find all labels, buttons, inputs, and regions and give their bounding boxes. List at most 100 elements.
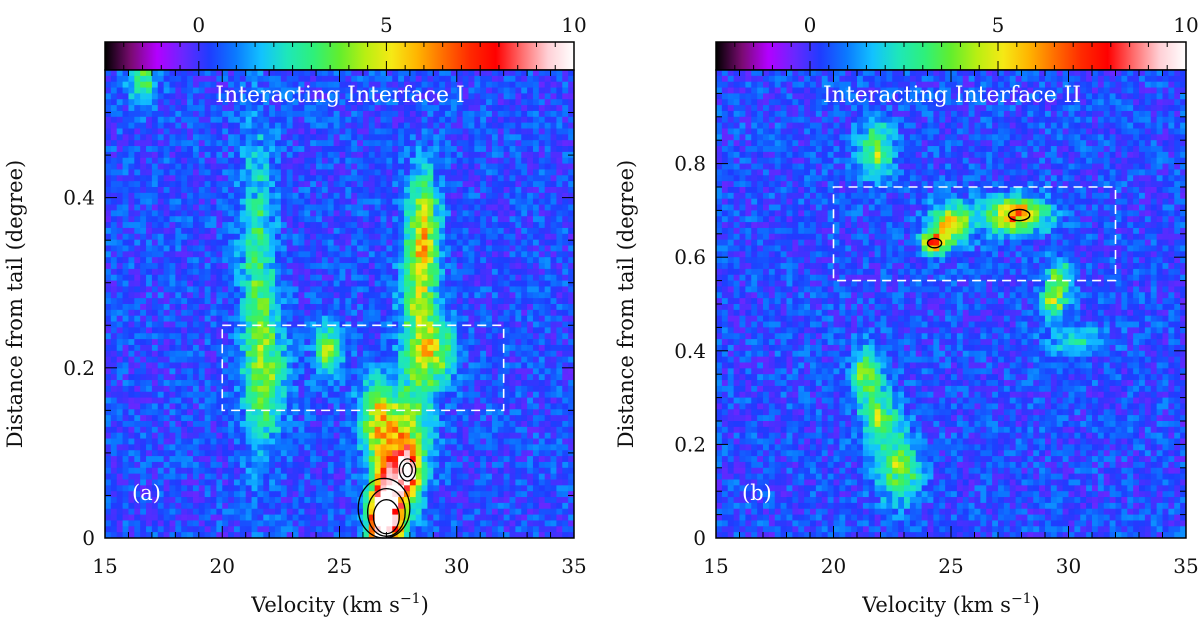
heatmap-cell: [544, 75, 552, 83]
heatmap-cell: [105, 292, 112, 299]
heatmap-cell: [198, 163, 206, 171]
heatmap-cell: [251, 116, 259, 124]
heatmap-cell: [105, 356, 112, 364]
heatmap-cell: [474, 385, 481, 393]
heatmap-cell: [222, 403, 229, 410]
heatmap-cell: [169, 333, 176, 340]
heatmap-cell: [269, 251, 276, 258]
heatmap-cell: [222, 216, 229, 223]
heatmap-cell: [339, 292, 346, 299]
heatmap-cell: [304, 146, 311, 153]
heatmap-cell: [433, 216, 440, 223]
heatmap-cell: [468, 192, 475, 200]
heatmap-cell: [409, 146, 417, 153]
heatmap-cell: [398, 81, 405, 89]
heatmap-cell: [233, 327, 241, 334]
heatmap-cell: [521, 286, 528, 293]
heatmap-cell: [544, 280, 552, 288]
heatmap-cell: [157, 93, 165, 100]
heatmap-cell: [228, 204, 235, 211]
heatmap-cell: [304, 216, 311, 223]
heatmap-cell: [433, 339, 440, 346]
heatmap-cell: [333, 315, 341, 323]
heatmap-cell: [415, 204, 423, 211]
heatmap-cell: [251, 397, 259, 405]
heatmap-cell: [146, 163, 153, 171]
heatmap-cell: [380, 409, 387, 416]
heatmap-cell: [333, 105, 341, 112]
heatmap-cell: [327, 210, 335, 217]
heatmap-cell: [497, 333, 505, 340]
heatmap-cell: [157, 157, 165, 165]
heatmap-cell: [198, 70, 206, 77]
heatmap-cell: [515, 227, 522, 235]
heatmap-cell: [544, 210, 552, 217]
heatmap-cell: [233, 163, 241, 171]
heatmap-cell: [357, 403, 364, 410]
heatmap-cell: [134, 181, 141, 188]
heatmap-cell: [515, 280, 522, 288]
heatmap-cell: [216, 198, 223, 206]
heatmap-cell: [368, 146, 376, 153]
heatmap-cell: [415, 286, 423, 293]
heatmap-cell: [263, 146, 270, 153]
heatmap-cell: [527, 222, 534, 229]
heatmap-cell: [175, 93, 182, 100]
heatmap-cell: [216, 87, 223, 94]
heatmap-cell: [497, 140, 505, 147]
heatmap-cell: [386, 99, 393, 106]
heatmap-cell: [105, 426, 112, 434]
heatmap-cell: [486, 192, 493, 200]
heatmap-cell: [386, 175, 393, 182]
heatmap-cell: [515, 374, 522, 381]
heatmap-cell: [327, 239, 335, 247]
heatmap-cell: [421, 263, 429, 270]
heatmap-cell: [527, 385, 534, 393]
heatmap-cell: [544, 163, 552, 171]
heatmap-cell: [515, 140, 522, 147]
heatmap-cell: [445, 356, 452, 364]
heatmap-cell: [163, 227, 171, 235]
heatmap-cell: [527, 327, 534, 334]
heatmap-cell: [275, 397, 282, 405]
heatmap-cell: [433, 140, 440, 147]
heatmap-cell: [210, 362, 217, 369]
heatmap-cell: [386, 245, 393, 252]
heatmap-cell: [210, 333, 217, 340]
heatmap-cell: [316, 304, 323, 311]
heatmap-cell: [456, 122, 464, 130]
heatmap-cell: [439, 181, 446, 188]
heatmap-cell: [128, 75, 135, 83]
heatmap-cell: [503, 280, 511, 288]
heatmap-cell: [327, 344, 335, 352]
heatmap-cell: [116, 134, 124, 141]
heatmap-cell: [269, 339, 276, 346]
heatmap-cell: [163, 385, 171, 393]
heatmap-cell: [251, 157, 259, 165]
heatmap-cell: [421, 286, 429, 293]
heatmap-cell: [198, 169, 206, 176]
heatmap-cell: [374, 116, 382, 124]
heatmap-cell: [204, 409, 212, 416]
heatmap-cell: [105, 210, 112, 217]
heatmap-cell: [116, 192, 124, 200]
heatmap-cell: [392, 309, 399, 317]
heatmap-cell: [210, 298, 217, 305]
heatmap-cell: [122, 75, 130, 83]
heatmap-cell: [181, 403, 188, 410]
heatmap-cell: [491, 233, 499, 241]
heatmap-cell: [275, 239, 282, 247]
heatmap-cell: [128, 245, 135, 252]
heatmap-cell: [538, 321, 546, 328]
heatmap-cell: [257, 198, 264, 206]
heatmap-cell: [292, 391, 300, 399]
heatmap-cell: [210, 274, 217, 282]
heatmap-cell: [403, 93, 411, 100]
heatmap-cell: [550, 110, 558, 118]
heatmap-cell: [263, 356, 270, 364]
heatmap-cell: [228, 146, 235, 153]
heatmap-cell: [333, 251, 341, 258]
heatmap-cell: [333, 134, 341, 141]
heatmap-cell: [562, 105, 569, 112]
heatmap-cell: [374, 257, 382, 264]
